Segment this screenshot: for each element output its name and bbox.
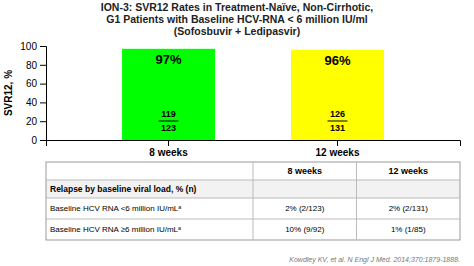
axis-line (47, 141, 461, 147)
plot: 0 20 40 60 80 100 8 weeks 12 weeks 97% 119 123 96% 1… (20, 41, 460, 158)
tick-label: 8 weeks (149, 147, 188, 158)
y-tick: 100 (20, 41, 46, 52)
y-tick: 40 (26, 97, 46, 108)
fraction-bar (159, 121, 179, 122)
y-tick: 20 (26, 116, 46, 127)
tick-label: 0 (31, 135, 37, 146)
chart: ION-3: SVR12 Rates in Treatment-Naïve, N… (0, 0, 474, 266)
denominator: 131 (330, 123, 345, 133)
tick-label: 40 (26, 97, 38, 108)
tick-label: 20 (26, 116, 38, 127)
x-tick: 8 weeks (149, 140, 188, 158)
title: (Sofosbuvir + Ledipasvir) (174, 25, 300, 37)
table-column-header: 8 weeks (287, 166, 322, 176)
y-tick: 0 (31, 135, 46, 146)
table-border (46, 162, 460, 240)
table-rule (356, 162, 357, 240)
table-cell: 2% (2/131) (389, 204, 428, 213)
bar (291, 50, 384, 140)
tick-label: 60 (26, 78, 38, 89)
title: ION-3: SVR12 Rates in Treatment-Naïve, N… (101, 1, 374, 13)
footnote: Kowdley KV, et al. N Engl J Med. 2014;37… (289, 256, 460, 264)
tick-mark (337, 140, 338, 146)
table-cell: Baseline HCV RNA ≥6 million IU/mLᵃ (50, 225, 182, 234)
fraction-bar (327, 121, 347, 122)
tick-mark (168, 140, 169, 146)
y-label: SVR12, % (3, 70, 14, 116)
title: G1 Patients with Baseline HCV-RNA < 6 mi… (106, 13, 367, 25)
x-tick: 12 weeks (316, 140, 360, 158)
bar (122, 49, 215, 140)
tick-mark (40, 65, 46, 66)
table-header: Relapse by baseline viral load, % (n) (50, 184, 197, 194)
tick-label: 100 (20, 41, 37, 52)
tick-mark (40, 102, 46, 103)
data-label: 96% (324, 53, 350, 68)
table-cell: 10% (9/92) (285, 225, 324, 234)
tick-mark (40, 121, 46, 122)
tick-mark (40, 46, 46, 47)
tick-label: 12 weeks (316, 147, 360, 158)
table-cell: 1% (1/85) (391, 225, 426, 234)
table: 8 weeks 12 weeks Relapse by baseline viral… (46, 162, 460, 240)
tick-label: 80 (26, 60, 38, 71)
table-rule (253, 162, 254, 240)
table-column-header: 12 weeks (388, 166, 428, 176)
table-cell: 2% (2/123) (285, 204, 324, 213)
y-tick: 60 (26, 78, 46, 89)
data-label: 97% (155, 52, 181, 67)
tick-mark (40, 140, 46, 141)
y-tick: 80 (26, 60, 46, 71)
y-axis: 0 20 40 60 80 100 (20, 41, 46, 146)
axis-line (40, 47, 47, 141)
numerator: 119 (161, 109, 176, 119)
table-cell: Baseline HCV RNA <6 million IU/mLᵃ (50, 204, 182, 213)
tick-mark (40, 84, 46, 85)
x-axis: 8 weeks 12 weeks (47, 140, 461, 158)
numerator: 126 (330, 109, 345, 119)
labels: 97% 119 123 96% 126 131 (155, 52, 350, 133)
bars (122, 49, 384, 140)
denominator: 123 (161, 123, 176, 133)
